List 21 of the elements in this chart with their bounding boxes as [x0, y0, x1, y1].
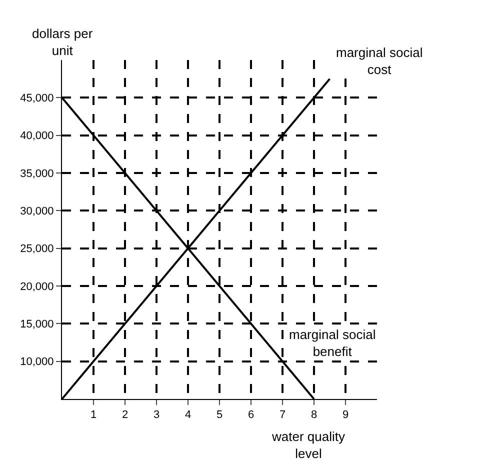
y-tick-label: 25,000: [20, 243, 54, 256]
x-tick-label: 4: [184, 409, 192, 422]
x-axis-title: water quality level: [271, 429, 346, 461]
x-tick-label: 5: [216, 409, 223, 422]
x-tick-label: 8: [310, 409, 318, 422]
y-tick-label: 40,000: [20, 130, 54, 142]
y-tick-label: 45,000: [20, 92, 54, 105]
x-tick-label: 3: [153, 409, 160, 422]
y-axis-title: dollars per unit: [32, 26, 94, 58]
x-tick-label: 7: [279, 409, 286, 422]
x-tick-label: 1: [90, 409, 97, 422]
annotation: marginal social cost: [336, 45, 423, 77]
y-tick-label: 20,000: [20, 280, 54, 293]
y-tick-label: 15,000: [20, 318, 54, 331]
y-tick-label: 35,000: [20, 168, 54, 180]
y-tick-label: 10,000: [20, 356, 54, 368]
x-tick-label: 2: [122, 409, 128, 422]
x-tick-label: 6: [248, 409, 254, 422]
annotation: marginal social benefit: [289, 327, 376, 359]
y-tick-label: 30,000: [20, 206, 54, 218]
x-tick-label: 9: [342, 409, 349, 422]
